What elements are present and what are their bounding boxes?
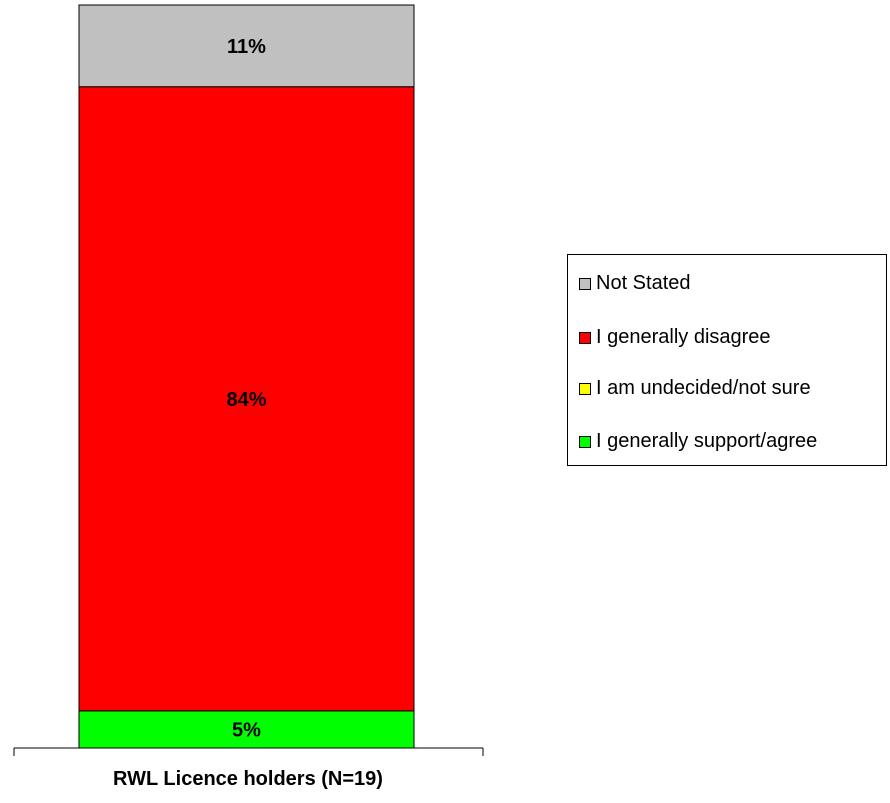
legend-label-disagree: I generally disagree bbox=[596, 326, 771, 348]
legend-label-undecided: I am undecided/not sure bbox=[596, 377, 811, 399]
legend-item-support: I generally support/agree bbox=[579, 430, 817, 453]
bar-segment-not-stated bbox=[78, 4, 415, 88]
data-label-i-generally-support-agree: 5% bbox=[232, 719, 261, 741]
legend-swatch-disagree bbox=[579, 331, 591, 344]
legend-swatch-not-stated bbox=[579, 277, 591, 290]
legend: Not Stated I generally disagree I am und… bbox=[567, 254, 887, 466]
legend-item-disagree: I generally disagree bbox=[579, 326, 771, 349]
legend-item-not-stated: Not Stated bbox=[579, 272, 691, 295]
segment-labels: 5% 84% 11% bbox=[226, 36, 266, 742]
bar-segment-i-generally-support-agree bbox=[78, 710, 415, 749]
data-label-not-stated: 11% bbox=[227, 36, 266, 58]
bar-segments bbox=[78, 4, 415, 749]
legend-swatch-undecided bbox=[579, 382, 591, 395]
legend-item-undecided: I am undecided/not sure bbox=[579, 377, 811, 400]
legend-label-support: I generally support/agree bbox=[596, 430, 818, 452]
category-label: RWL Licence holders (N=19) bbox=[113, 768, 383, 790]
legend-swatch-support bbox=[579, 435, 591, 448]
bar-segment-i-generally-disagree bbox=[78, 86, 415, 712]
legend-label-not-stated: Not Stated bbox=[596, 272, 691, 294]
data-label-i-generally-disagree: 84% bbox=[226, 389, 266, 411]
